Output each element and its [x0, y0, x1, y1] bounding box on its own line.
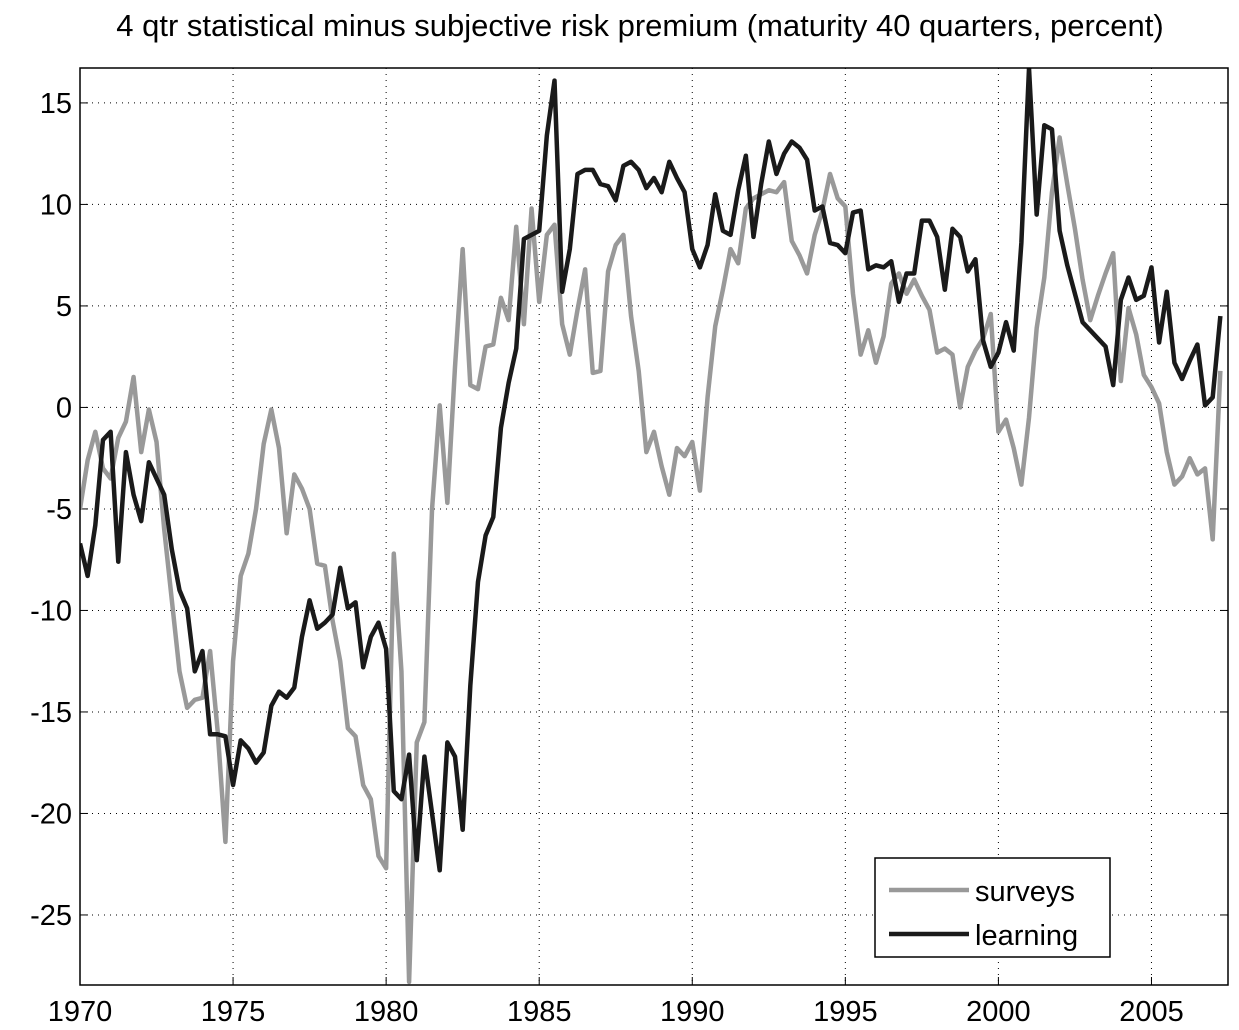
legend-label: surveys [975, 876, 1075, 908]
y-tick-label: 0 [56, 392, 72, 424]
plot-frame [79, 67, 1229, 986]
legend-box [874, 857, 1111, 958]
chart-title: 4 qtr statistical minus subjective risk … [116, 8, 1163, 43]
series-group [80, 68, 1223, 985]
x-tick-label: 1990 [660, 996, 725, 1028]
y-tick-label: -10 [30, 595, 72, 627]
y-tick-label: 5 [56, 291, 72, 323]
x-tick-label: 1995 [813, 996, 878, 1028]
x-tick-label: 1980 [354, 996, 419, 1028]
legend-label: learning [975, 920, 1078, 952]
y-tick-label: -20 [30, 798, 72, 830]
x-tick-label: 1985 [507, 996, 572, 1028]
x-tick-label: 2005 [1119, 996, 1184, 1028]
y-tick-label: -15 [30, 697, 72, 729]
y-tick-label: -5 [46, 494, 72, 526]
y-tick-label: -25 [30, 900, 72, 932]
x-tick-label: 1975 [201, 996, 266, 1028]
x-tick-label: 2000 [966, 996, 1031, 1028]
y-tick-label: 10 [40, 189, 72, 221]
x-tick-label: 1970 [48, 996, 113, 1028]
y-tick-label: 15 [40, 88, 72, 120]
plot-area [80, 68, 1228, 985]
series-line [80, 68, 1223, 873]
series-line [80, 135, 1223, 985]
